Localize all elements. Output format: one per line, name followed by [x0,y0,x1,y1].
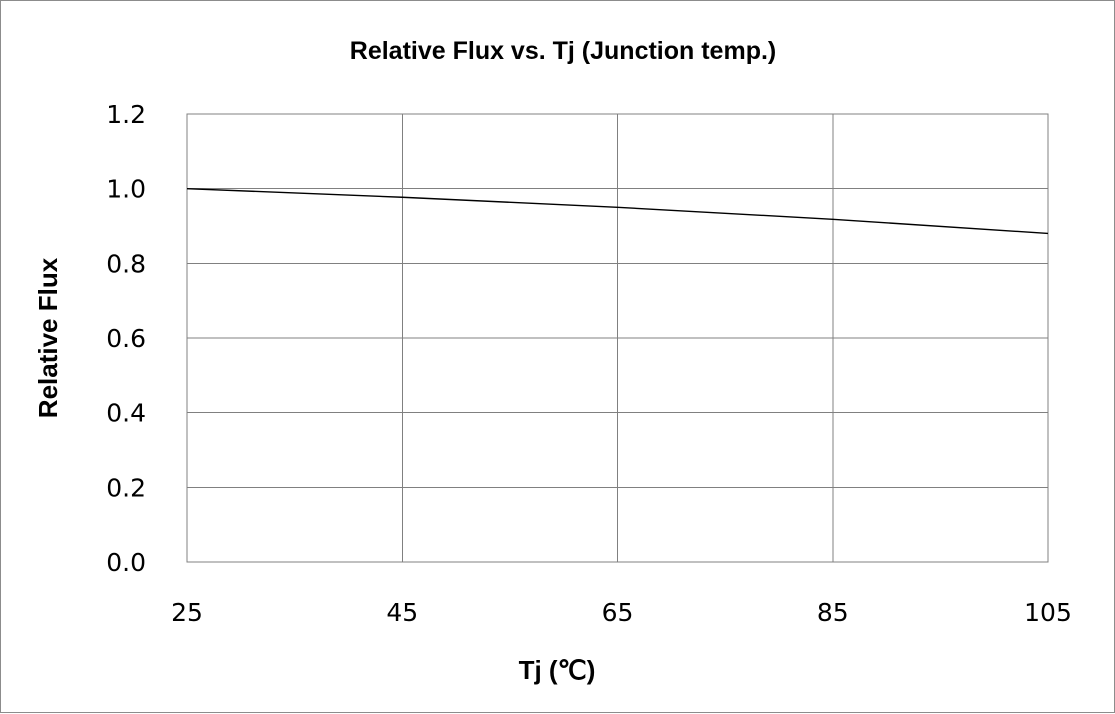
y-tick-label: 1.0 [106,175,146,204]
x-tick-label: 85 [817,598,849,627]
y-tick-label: 0.6 [106,324,146,353]
x-tick-label: 105 [1024,598,1072,627]
y-tick-label: 1.2 [106,100,146,129]
y-tick-label: 0.2 [106,473,146,502]
plot-area [186,113,1049,563]
x-tick-label: 65 [602,598,634,627]
x-tick-label: 45 [386,598,418,627]
chart-title: Relative Flux vs. Tj (Junction temp.) [350,37,776,65]
y-tick-label: 0.4 [106,399,146,428]
y-axis-label: Relative Flux [33,257,63,418]
x-tick-label: 25 [171,598,203,627]
y-axis-ticks: 0.0 0.2 0.4 0.6 0.8 1.0 1.2 [106,100,146,577]
series-layer [186,187,1049,235]
series-line [186,187,1049,235]
y-tick-label: 0.0 [106,548,146,577]
y-tick-label: 0.8 [106,249,146,278]
x-axis-label: Tj (℃) [519,655,596,685]
x-axis-ticks: 25 45 65 85 105 [171,598,1072,627]
grid-lines [187,114,1048,562]
